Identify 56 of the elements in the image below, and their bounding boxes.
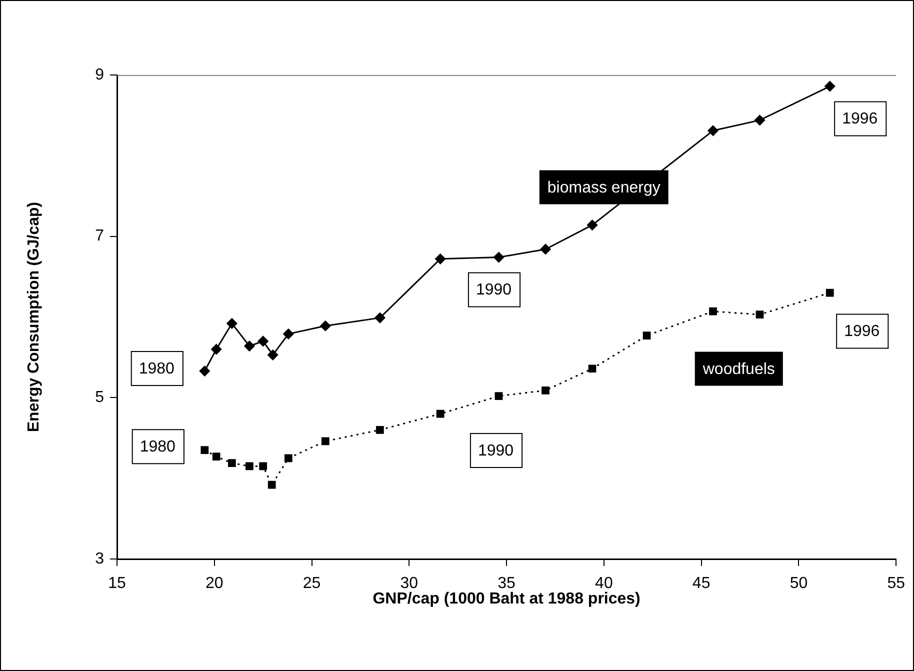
point [826, 288, 834, 297]
x-tick-label: 55 [887, 575, 906, 592]
point [246, 462, 254, 470]
point [200, 446, 209, 454]
annotation: 1980 [138, 360, 175, 378]
point [436, 410, 444, 418]
point [244, 340, 255, 352]
point [754, 114, 766, 126]
point [212, 452, 220, 460]
x-tick-label: 45 [692, 575, 710, 592]
x-tick-label: 50 [790, 575, 808, 592]
annotation: 1980 [140, 438, 176, 456]
x-tick-label: 40 [595, 575, 613, 592]
point [228, 459, 236, 467]
point [588, 364, 596, 373]
x-tick-label: 30 [400, 575, 418, 592]
y-axis-title: Energy Consumption (GJ/cap) [25, 202, 42, 432]
y-tick-label: 9 [95, 66, 104, 84]
annotation: 1996 [844, 323, 880, 340]
series-label: biomass energy [547, 180, 660, 197]
point [542, 386, 550, 394]
point [374, 312, 386, 324]
x-tick-label: 35 [498, 575, 516, 592]
point [268, 350, 278, 360]
point [709, 307, 717, 316]
point [435, 254, 446, 264]
x-tick-label: 15 [108, 575, 126, 592]
point [321, 437, 330, 446]
point [284, 454, 292, 462]
point [642, 332, 651, 340]
x-axis-title: GNP/cap (1000 Baht at 1988 prices) [372, 590, 640, 608]
point [268, 480, 276, 489]
point [320, 320, 331, 332]
x-tick-label: 25 [302, 575, 321, 592]
point [756, 310, 764, 319]
point [226, 318, 238, 329]
point [258, 336, 268, 346]
point [283, 328, 294, 340]
point [540, 244, 551, 254]
y-tick-label: 5 [95, 389, 104, 406]
y-tick-label: 7 [95, 228, 104, 245]
point [708, 125, 718, 136]
text: woodfuels [702, 361, 775, 378]
point [494, 252, 504, 263]
point [494, 392, 503, 400]
x-tick-label: 20 [205, 575, 224, 592]
point [211, 344, 222, 355]
point [587, 220, 598, 230]
point [259, 462, 268, 470]
annotation: 1996 [842, 110, 878, 128]
point [824, 81, 836, 92]
point [199, 366, 210, 376]
annotation: 1990 [478, 442, 514, 460]
point [376, 426, 384, 434]
annotation: 1990 [476, 282, 512, 299]
y-tick-label: 3 [95, 550, 104, 568]
